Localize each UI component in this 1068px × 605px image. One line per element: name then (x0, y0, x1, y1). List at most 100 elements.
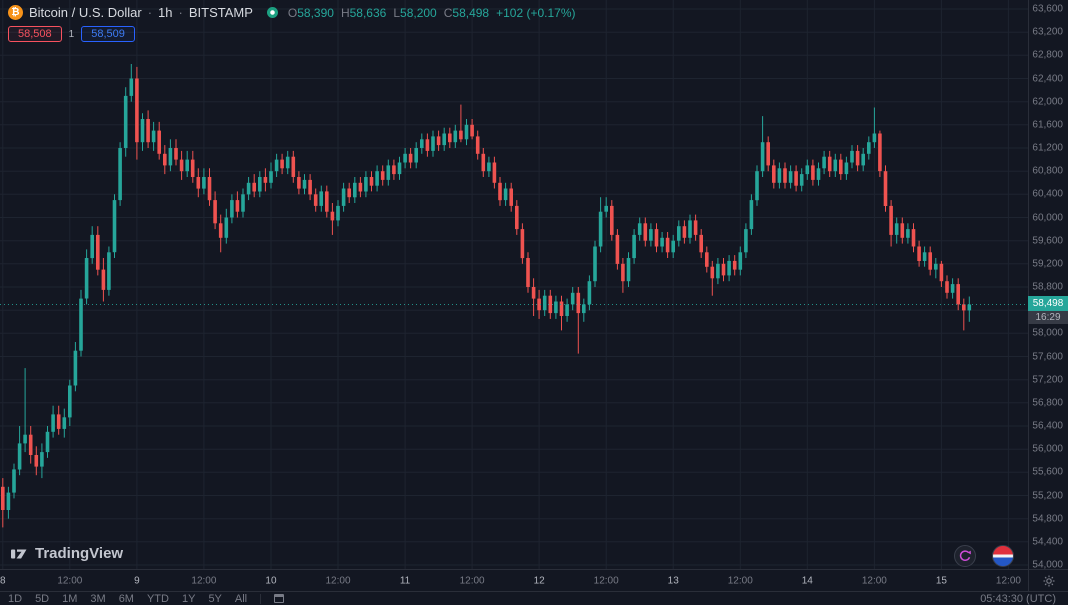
candle[interactable] (906, 223, 910, 244)
candle[interactable] (442, 127, 446, 151)
tradingview-attribution[interactable]: TradingView (10, 544, 123, 563)
range-button-ytd[interactable]: YTD (146, 592, 169, 605)
candle[interactable] (325, 185, 329, 218)
candle[interactable] (593, 240, 597, 287)
candle[interactable] (185, 150, 189, 177)
candle[interactable] (710, 260, 715, 296)
candle[interactable] (917, 240, 921, 267)
candle[interactable] (369, 171, 374, 192)
candle[interactable] (956, 278, 960, 311)
candle[interactable] (129, 64, 134, 102)
range-button-1y[interactable]: 1Y (181, 592, 196, 605)
candle[interactable] (526, 252, 530, 293)
candle[interactable] (364, 171, 368, 198)
exchange-label[interactable]: BITSTAMP (188, 5, 253, 20)
candle[interactable] (336, 200, 340, 227)
candle[interactable] (515, 200, 519, 235)
candle[interactable] (459, 104, 463, 143)
candle[interactable] (146, 110, 150, 148)
candle[interactable] (839, 153, 843, 180)
candle[interactable] (783, 162, 787, 189)
candle[interactable] (96, 226, 100, 276)
candle[interactable] (285, 150, 290, 175)
candle[interactable] (414, 142, 418, 169)
candle[interactable] (844, 156, 849, 180)
candle[interactable] (135, 66, 139, 160)
candle[interactable] (738, 246, 743, 276)
candle[interactable] (503, 182, 508, 206)
candle[interactable] (649, 223, 653, 247)
range-button-5y[interactable]: 5Y (208, 592, 222, 605)
candle[interactable] (308, 174, 312, 201)
candle[interactable] (744, 223, 748, 258)
candle[interactable] (570, 287, 575, 311)
candle[interactable] (6, 486, 11, 519)
candle[interactable] (682, 220, 687, 244)
sell-button[interactable]: 58,508 (8, 26, 62, 42)
candle[interactable] (911, 223, 916, 253)
candle[interactable] (811, 159, 815, 186)
utc-clock[interactable]: 05:43:30 (UTC) (980, 592, 1056, 605)
candle[interactable] (45, 426, 50, 458)
candle[interactable] (705, 246, 709, 273)
candle[interactable] (397, 156, 402, 180)
replay-button[interactable] (954, 545, 976, 567)
candle[interactable] (732, 255, 737, 276)
candle[interactable] (40, 443, 44, 479)
candle[interactable] (297, 171, 301, 195)
candle[interactable] (872, 107, 877, 149)
candle[interactable] (755, 165, 759, 206)
candle[interactable] (498, 177, 502, 206)
candle[interactable] (392, 159, 396, 180)
candle[interactable] (492, 156, 497, 189)
range-button-5d[interactable]: 5D (35, 592, 50, 605)
candle[interactable] (235, 191, 240, 218)
candle[interactable] (23, 368, 27, 453)
candle[interactable] (330, 203, 335, 235)
candle[interactable] (118, 142, 122, 206)
candle[interactable] (79, 289, 83, 357)
candle[interactable] (448, 127, 452, 148)
candle[interactable] (101, 258, 106, 302)
candle[interactable] (280, 153, 284, 175)
candle[interactable] (408, 148, 413, 169)
candle[interactable] (542, 289, 547, 316)
candle[interactable] (17, 426, 22, 476)
candle[interactable] (470, 119, 474, 140)
candle[interactable] (760, 116, 765, 177)
candle[interactable] (576, 287, 581, 354)
candle[interactable] (51, 405, 55, 438)
candle[interactable] (637, 217, 642, 241)
candle[interactable] (425, 133, 430, 157)
candle[interactable] (380, 165, 385, 186)
candle[interactable] (598, 197, 603, 253)
candle[interactable] (727, 255, 731, 282)
candle[interactable] (688, 214, 692, 244)
candle[interactable] (794, 165, 798, 192)
candle[interactable] (62, 408, 67, 438)
candle[interactable] (157, 121, 161, 160)
candle[interactable] (196, 168, 201, 198)
candle[interactable] (12, 463, 16, 499)
candle[interactable] (621, 258, 625, 293)
candle[interactable] (151, 121, 156, 151)
candle[interactable] (749, 194, 754, 235)
candle[interactable] (174, 139, 178, 166)
candle[interactable] (665, 232, 670, 258)
candle[interactable] (107, 246, 111, 296)
candle[interactable] (671, 234, 675, 258)
candle[interactable] (531, 278, 536, 316)
candle[interactable] (632, 229, 636, 264)
candle[interactable] (313, 188, 318, 212)
candle[interactable] (269, 162, 273, 189)
candle[interactable] (883, 165, 888, 212)
buy-button[interactable]: 58,509 (81, 26, 135, 42)
candle[interactable] (207, 168, 212, 206)
candle[interactable] (693, 214, 698, 241)
candle[interactable] (721, 258, 726, 282)
candle[interactable] (341, 182, 346, 212)
candle[interactable] (626, 252, 631, 287)
candle[interactable] (230, 194, 234, 224)
candle[interactable] (481, 148, 486, 177)
candle[interactable] (833, 153, 838, 177)
